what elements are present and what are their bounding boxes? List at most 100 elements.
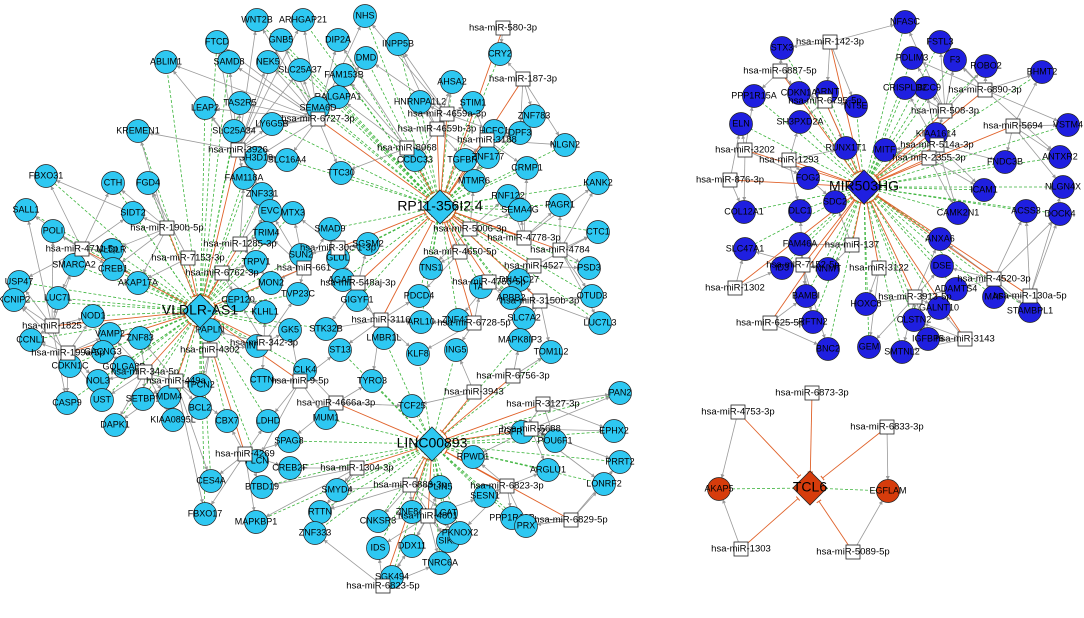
edge [994, 221, 1021, 279]
gene-label: SDC2 [823, 196, 847, 206]
gene-label: TVP23C [281, 288, 316, 298]
gene-label: ELN [732, 118, 750, 128]
mirna-label: hsa-miR-1304-3p [320, 463, 393, 474]
mirna-label: hsa-miR-1825 [22, 321, 82, 332]
mirna-label: hsa-miR-5694 [983, 121, 1043, 132]
gene-label: TRPV1 [241, 256, 270, 266]
gene-label: AKAP17A [118, 277, 158, 287]
gene-label: CREB1 [98, 263, 128, 273]
mirna-label: hsa-miR-9-5p [271, 376, 329, 387]
mirna-label: hsa-miR-30c-1-3p [300, 243, 376, 254]
gene-label: FAM153B [324, 69, 364, 79]
mirna-label: hsa-miR-4755-5p [452, 277, 525, 288]
mirna-label: hsa-miR-6887-5p [743, 66, 816, 77]
mirna-label: hsa-miR-4666a-3p [297, 398, 376, 409]
edge [723, 499, 741, 549]
gene-label: GK5 [281, 324, 299, 334]
gene-label: PRRT2 [605, 456, 634, 466]
gene-label: ZNF83 [126, 332, 154, 342]
gene-label: SMAD9 [314, 223, 345, 233]
gene-label: TNRC6A [422, 557, 458, 567]
edge [853, 501, 883, 552]
gene-label: VAMP2 [95, 328, 125, 338]
gene-label: LEAP2 [191, 102, 219, 112]
gene-label: LMBR1L [366, 332, 401, 342]
gene-label: CNKSR3 [360, 515, 397, 525]
gene-label: LUC7L [44, 292, 72, 302]
gene-label: POLI [43, 225, 64, 235]
gene-label: PPP1R15A [731, 90, 777, 100]
gene-label: CLK4 [294, 364, 317, 374]
gene-label: SPAG8 [274, 435, 303, 445]
hub-label: TCL6 [793, 479, 827, 495]
mirna-label: hsa-miR-514a-3p [900, 140, 973, 151]
gene-label: ZNF331 [246, 188, 279, 198]
mirna-label: hsa-miR-6823-5p [346, 581, 419, 592]
gene-label: NOD1 [80, 310, 105, 320]
gene-label: CCDC33 [397, 154, 433, 164]
gene-label: STX3 [771, 42, 794, 52]
mirna-label: hsa-miR-3122 [849, 263, 909, 274]
edge [1027, 222, 1030, 296]
mirna-label: hsa-miR-4269 [215, 449, 275, 460]
gene-label: DSE [933, 260, 952, 270]
mirna-label: hsa-miR-4659b-3p [398, 124, 477, 135]
gene-label: FBXO31 [29, 170, 64, 180]
mirna-label: hsa-miR-187-3p [489, 74, 557, 85]
gene-label: UST [93, 394, 112, 404]
mirna-label: hsa-miR-6795-5p [788, 96, 861, 107]
gene-label: SMARCA2 [52, 259, 96, 269]
mirna-label: hsa-miR-3188 [457, 135, 517, 146]
mirna-label: hsa-miR-4659a-3p [408, 109, 487, 120]
gene-label: DDX11 [398, 540, 426, 550]
gene-label: ICAM1 [970, 184, 998, 194]
mirna-label: hsa-miR-3926 [208, 145, 268, 156]
gene-label: SIDT2 [120, 207, 146, 217]
mirna-label: hsa-miR-4520-3p [957, 274, 1030, 285]
mirna-label: hsa-miR-130a-5p [993, 291, 1066, 302]
gene-label: OTUD3 [577, 290, 608, 300]
gene-label: SESN1 [470, 490, 500, 500]
gene-label: ACSS3 [1011, 205, 1041, 215]
gene-label: FOG2 [796, 172, 821, 182]
gene-label: PRX [517, 520, 536, 530]
gene-label: CTH [104, 177, 123, 187]
gene-label: TAS2R5 [223, 97, 256, 107]
gene-label: LUC7L3 [583, 317, 616, 327]
gene-label: LONRF2 [586, 478, 622, 488]
gene-label: TCF25 [398, 400, 426, 410]
mirna-label: hsa-miR-6873-3p [775, 388, 848, 399]
mirna-label: hsa-miR-1303 [711, 544, 771, 555]
gene-label: BHMT2 [1027, 66, 1058, 76]
mirna-label: hsa-miR-342-3p [230, 338, 298, 349]
gene-label: FAM118A [225, 172, 264, 182]
gene-label: GIGYF1 [340, 294, 373, 304]
mirna-label: hsa-miR-1285-3p [203, 239, 276, 250]
gene-label: NLGN4X [1045, 181, 1081, 191]
gene-label: PDLIM3 [896, 52, 929, 62]
gene-label: FTCD [205, 36, 229, 46]
gene-label: ST13 [329, 344, 351, 354]
edge [200, 108, 205, 311]
mirna-label: hsa-miR-1302 [705, 283, 765, 294]
hub-label: MIR503HG [829, 178, 899, 194]
gene-label: PAN2 [609, 387, 632, 397]
gene-label: STIM1 [460, 97, 487, 107]
mirna-label: hsa-miR-2355-3p [892, 153, 965, 164]
gene-label: PSD3 [577, 262, 601, 272]
mirna-label: hsa-miR-6762-3p [185, 268, 258, 279]
gene-label: EPHX2 [599, 425, 629, 435]
gene-label: FSTL3 [926, 36, 953, 46]
mirna-label: hsa-miR-580-3p [469, 23, 537, 34]
hub-label: VLDLR-AS1 [162, 302, 238, 318]
gene-label: AHSA2 [437, 76, 467, 86]
gene-label: MUM1 [313, 412, 340, 422]
gene-label: GNB5 [269, 34, 294, 44]
gene-label: PAGR1 [545, 199, 575, 209]
gene-label: EGFLAM [869, 485, 906, 495]
gene-label: NLGN2 [550, 139, 580, 149]
edge [1030, 224, 1056, 296]
gene-label: ARGLU1 [530, 464, 566, 474]
edge [445, 222, 474, 323]
